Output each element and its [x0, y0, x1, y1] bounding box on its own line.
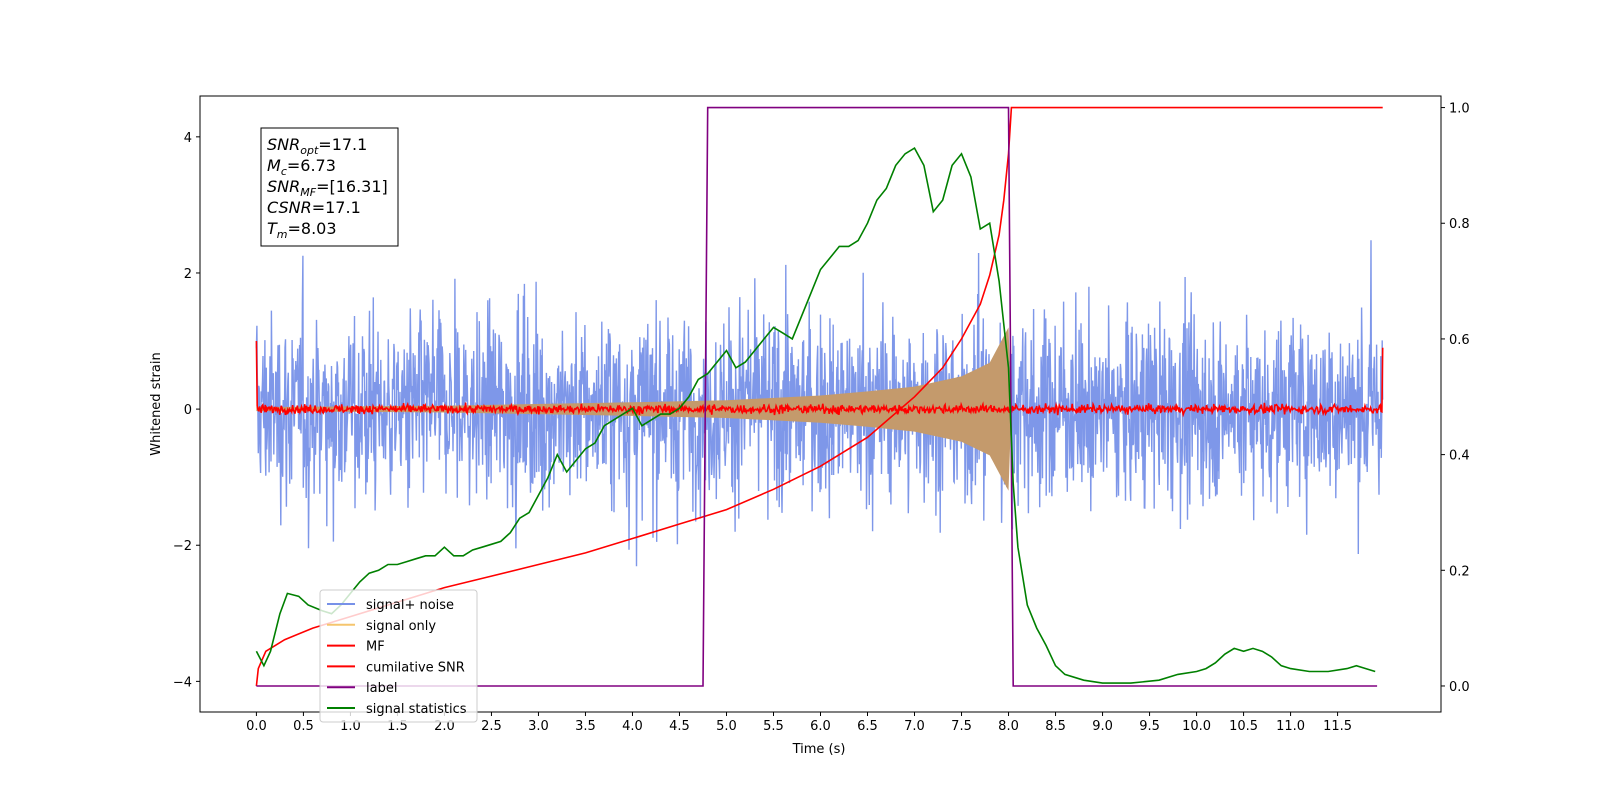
x-tick-label: 11.5 — [1323, 719, 1352, 734]
x-tick-label: 9.0 — [1092, 719, 1113, 734]
annotation-frame — [260, 127, 399, 247]
y-right-tick-label: 0.8 — [1449, 217, 1470, 232]
x-tick-label: 11.0 — [1276, 719, 1305, 734]
x-tick-label: 1.5 — [387, 719, 408, 734]
y-axis-right: 0.0 0.2 0.4 0.6 0.8 1.0 — [1441, 102, 1470, 695]
x-axis-label: Time (s) — [792, 742, 846, 757]
y-right-tick-label: 1.0 — [1449, 102, 1470, 117]
y-left-tick-label: −2 — [173, 539, 192, 554]
x-tick-label: 1.0 — [340, 719, 361, 734]
x-tick-label: 6.5 — [857, 719, 878, 734]
legend-frame — [319, 589, 478, 723]
y-left-tick-label: 0 — [184, 403, 192, 418]
signal-statistics-line — [255, 146, 1376, 684]
y-left-tick-label: 2 — [184, 267, 192, 282]
x-tick-label: 8.5 — [1045, 719, 1066, 734]
annotation-line: Tm=8.03 — [267, 219, 337, 241]
legend-label: cumilative SNR — [366, 660, 465, 675]
x-tick-label: 2.0 — [434, 719, 455, 734]
legend-label: signal+ noise — [366, 598, 454, 613]
annotation-line: SNRMF=[16.31] — [267, 177, 388, 199]
y-axis-label-left: Whitened strain — [149, 352, 164, 455]
y-right-tick-label: 0.6 — [1449, 333, 1470, 348]
legend: signal+ noise signal only MF cumilative SNR… — [319, 589, 478, 723]
x-axis: 0.0 0.5 1.0 1.5 2.0 2.5 3.0 3.5 4.0 4.5 5.0 5.5 6.0 6… — [246, 712, 1352, 734]
y-right-tick-label: 0.0 — [1449, 680, 1470, 695]
x-tick-label: 8.0 — [998, 719, 1019, 734]
y-left-tick-label: 4 — [184, 131, 192, 146]
annotation-line: SNRopt=17.1 — [267, 135, 367, 157]
x-tick-label: 3.5 — [575, 719, 596, 734]
x-tick-label: 7.5 — [951, 719, 972, 734]
y-axis-left: −4 −2 0 2 4 — [173, 131, 200, 690]
x-tick-label: 4.5 — [669, 719, 690, 734]
x-tick-label: 2.5 — [481, 719, 502, 734]
y-right-tick-label: 0.2 — [1449, 564, 1470, 579]
x-tick-label: 10.0 — [1182, 719, 1211, 734]
y-left-tick-label: −4 — [173, 675, 192, 690]
legend-label: signal statistics — [366, 702, 467, 717]
x-tick-label: 7.0 — [904, 719, 925, 734]
x-tick-label: 9.5 — [1139, 719, 1160, 734]
x-tick-label: 6.0 — [810, 719, 831, 734]
mf-line — [255, 340, 1384, 418]
annotation-box: SNRopt=17.1Mc=6.73SNRMF=[16.31]CSNR=17.1… — [260, 127, 399, 247]
annotation-line: Mc=6.73 — [267, 156, 336, 178]
y-right-tick-label: 0.4 — [1449, 449, 1470, 464]
annotation-line: CSNR=17.1 — [267, 198, 361, 217]
x-tick-label: 10.5 — [1229, 719, 1258, 734]
legend-label: signal only — [366, 619, 436, 634]
legend-label: MF — [366, 640, 385, 655]
x-tick-label: 4.0 — [622, 719, 643, 734]
legend-label: label — [366, 681, 397, 696]
label-line — [256, 106, 1378, 687]
x-tick-label: 0.0 — [246, 719, 267, 734]
x-tick-label: 5.5 — [763, 719, 784, 734]
x-tick-label: 0.5 — [293, 719, 314, 734]
x-tick-label: 5.0 — [716, 719, 737, 734]
x-tick-label: 3.0 — [528, 719, 549, 734]
